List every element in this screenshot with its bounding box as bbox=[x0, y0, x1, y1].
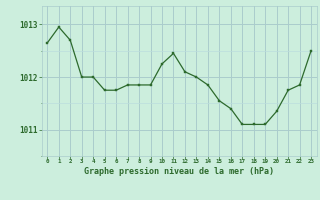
X-axis label: Graphe pression niveau de la mer (hPa): Graphe pression niveau de la mer (hPa) bbox=[84, 167, 274, 176]
